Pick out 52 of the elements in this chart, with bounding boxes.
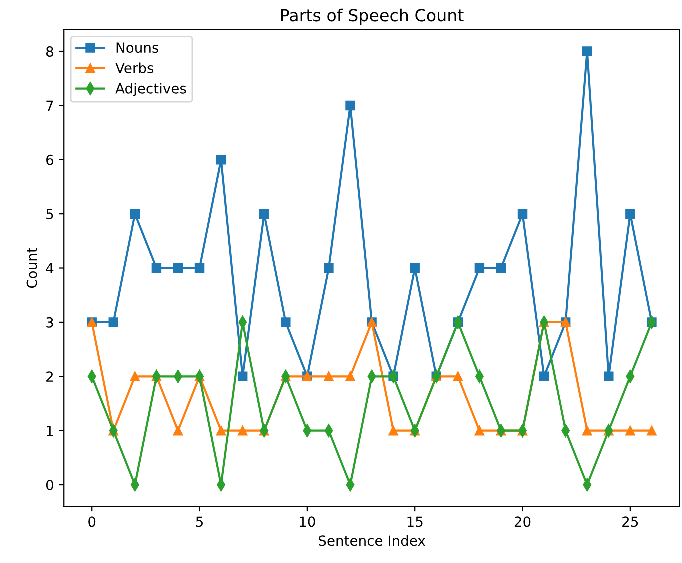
legend-label: Nouns [116,42,159,54]
point [260,209,270,219]
point [216,426,226,436]
point [582,426,592,436]
point [388,426,398,436]
x-axis-title: Sentence Index [319,535,426,546]
point [604,372,614,382]
point [216,155,226,165]
point [496,263,506,274]
chart-title: Parts of Speech Count [281,8,464,25]
point [324,263,334,274]
y-tick-label: 5 [46,209,54,220]
x-tick-label: 10 [300,516,316,528]
x-tick-label: 25 [622,516,638,528]
point [647,426,657,436]
x-tick-label: 15 [408,516,423,528]
x-tick-label: 0 [88,516,96,528]
point [346,100,356,111]
point [238,426,248,436]
y-tick-label: 0 [46,480,54,490]
y-tick-label: 4 [46,263,54,274]
y-axis-title: Count [26,248,38,288]
point [238,372,248,382]
point [324,372,334,382]
point [539,372,550,382]
point [173,263,184,274]
y-tick-label: 7 [46,100,54,111]
point [152,263,162,274]
legend-label: Adjectives [116,83,186,97]
y-tick-label: 8 [46,46,54,57]
point [626,209,636,219]
point [474,426,485,436]
point [410,263,420,274]
x-tick-label: 20 [514,516,531,528]
x-tick-label: 5 [196,516,203,528]
point [346,372,356,382]
y-tick-label: 2 [46,372,53,382]
y-tick-label: 6 [46,154,54,166]
point [453,372,464,382]
point [582,46,592,56]
point [281,318,291,328]
point [474,263,485,274]
point [130,372,140,382]
point [108,318,118,328]
legend-label: Verbs [116,62,154,74]
y-tick-label: 1 [47,426,54,436]
point [130,209,140,219]
y-tick-label: 3 [46,317,54,328]
point [626,426,636,436]
point [173,426,184,436]
point [194,263,205,274]
point [518,209,528,219]
